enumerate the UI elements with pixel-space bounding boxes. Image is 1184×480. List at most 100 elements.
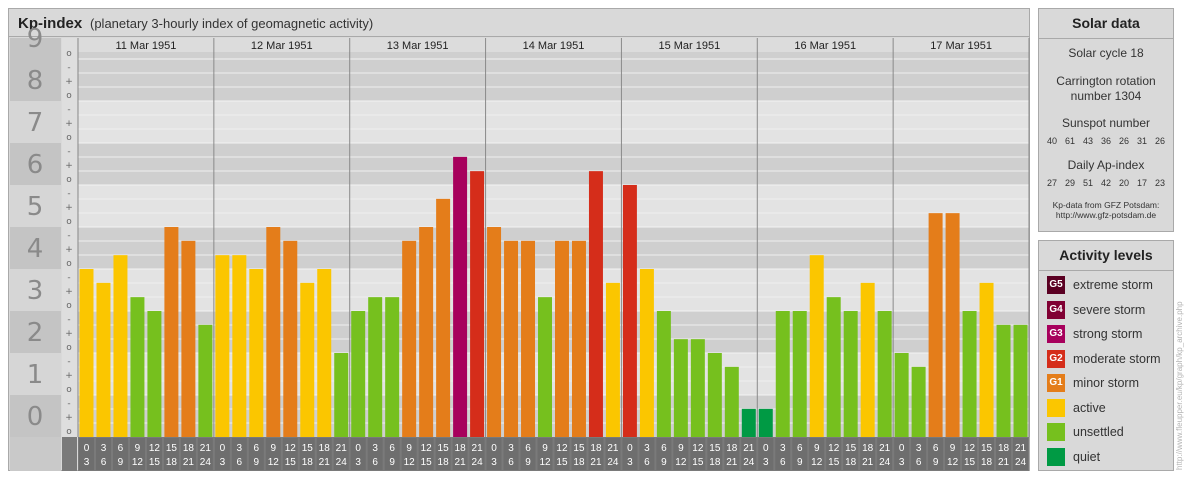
third-mark: - (67, 189, 70, 199)
legend-item-strong-storm: G3 strong storm (1039, 322, 1173, 347)
kp-bar (300, 282, 315, 437)
interval-end-label: 24 (879, 457, 891, 468)
interval-start-label: 21 (743, 443, 755, 454)
kp-bar (317, 269, 332, 437)
activity-levels-panel: Activity levels G5 extreme storm G4 severe … (1038, 240, 1174, 471)
ap-value: 20 (1118, 178, 1129, 188)
interval-cell (894, 438, 910, 470)
interval-cell (656, 438, 672, 470)
interval-start-label: 6 (933, 443, 939, 454)
strip-corner (62, 437, 77, 471)
kp-bar (215, 255, 230, 437)
interval-cell (384, 438, 400, 470)
day-label: 15 Mar 1951 (658, 40, 720, 52)
interval-end-label: 18 (166, 457, 178, 468)
interval-cell (639, 438, 655, 470)
chart-header: Kp-index (planetary 3-hourly index of ge… (9, 9, 1029, 37)
legend-label: quiet (1073, 449, 1101, 464)
legend-swatch: G1 (1047, 374, 1065, 393)
interval-end-label: 12 (268, 457, 280, 468)
interval-end-label: 9 (525, 457, 531, 468)
interval-cell (520, 438, 536, 470)
interval-end-label: 21 (183, 457, 195, 468)
interval-cell (724, 438, 740, 470)
interval-end-label: 6 (916, 457, 922, 468)
kp-bar (487, 227, 502, 437)
interval-start-label: 0 (627, 443, 633, 454)
sunspot-values: 40 61 43 36 26 31 26 (1039, 136, 1173, 146)
interval-end-label: 9 (933, 457, 939, 468)
third-mark: - (67, 231, 70, 241)
interval-start-label: 15 (981, 443, 993, 454)
kp-band (78, 185, 1029, 227)
interval-start-label: 18 (998, 443, 1010, 454)
interval-end-label: 3 (763, 457, 769, 468)
interval-start-label: 9 (271, 443, 277, 454)
interval-start-label: 9 (406, 443, 412, 454)
interval-end-label: 9 (389, 457, 395, 468)
kp-bar (385, 297, 400, 437)
activity-levels-title: Activity levels (1039, 241, 1173, 271)
interval-cell (350, 438, 366, 470)
interval-end-label: 15 (828, 457, 840, 468)
interval-end-label: 3 (899, 457, 905, 468)
interval-start-label: 9 (542, 443, 548, 454)
interval-start-label: 9 (678, 443, 684, 454)
third-mark: o (66, 133, 72, 143)
day-label: 12 Mar 1951 (251, 40, 313, 52)
interval-start-label: 6 (525, 443, 531, 454)
interval-cell (622, 438, 638, 470)
third-mark: + (65, 119, 73, 129)
solar-data-panel: Solar data Solar cycle 18 Carrington rot… (1038, 8, 1174, 232)
interval-cell (401, 438, 417, 470)
axis-band-top (10, 38, 61, 59)
interval-cell (265, 438, 281, 470)
interval-cell (129, 438, 145, 470)
interval-cell (690, 438, 706, 470)
interval-end-label: 6 (237, 457, 243, 468)
interval-start-label: 21 (1015, 443, 1027, 454)
third-mark: o (66, 91, 72, 101)
third-mark: - (67, 357, 70, 367)
interval-cell (282, 438, 298, 470)
kp-bar (470, 171, 485, 437)
third-mark: - (67, 63, 70, 73)
legend-item-moderate-storm: G2 moderate storm (1039, 347, 1173, 372)
interval-end-label: 6 (508, 457, 514, 468)
ap-value: 27 (1046, 178, 1057, 188)
ap-values: 27 29 51 42 20 17 23 (1039, 178, 1173, 188)
interval-cell (435, 438, 451, 470)
interval-end-label: 12 (947, 457, 959, 468)
chart-subtitle: (planetary 3-hourly index of geomagnetic… (90, 16, 374, 31)
third-mark: + (65, 203, 73, 213)
kp-bar (402, 240, 417, 437)
interval-end-label: 18 (709, 457, 721, 468)
axis-band (10, 59, 61, 101)
interval-start-label: 6 (661, 443, 667, 454)
interval-end-label: 15 (692, 457, 704, 468)
interval-end-label: 15 (285, 457, 297, 468)
interval-start-label: 15 (573, 443, 585, 454)
interval-cell (605, 438, 621, 470)
interval-end-label: 24 (336, 457, 348, 468)
kp-bar (368, 297, 383, 437)
kp-bar (266, 227, 281, 437)
interval-cell (588, 438, 604, 470)
y-tick-label: 0 (27, 402, 44, 432)
interval-start-label: 9 (814, 443, 820, 454)
interval-start-label: 12 (556, 443, 568, 454)
axis-band (10, 311, 61, 353)
kp-bar (605, 282, 620, 437)
legend-item-active: active (1039, 396, 1173, 421)
interval-end-label: 18 (573, 457, 585, 468)
legend-item-extreme-storm: G5 extreme storm (1039, 273, 1173, 298)
kp-bar (724, 366, 739, 437)
interval-end-label: 21 (998, 457, 1010, 468)
interval-cell (503, 438, 519, 470)
interval-cell (996, 438, 1012, 470)
interval-cell (146, 438, 162, 470)
kp-bar (113, 255, 128, 437)
interval-cell (180, 438, 196, 470)
legend-swatch: G3 (1047, 325, 1065, 344)
kp-bar (79, 269, 94, 437)
